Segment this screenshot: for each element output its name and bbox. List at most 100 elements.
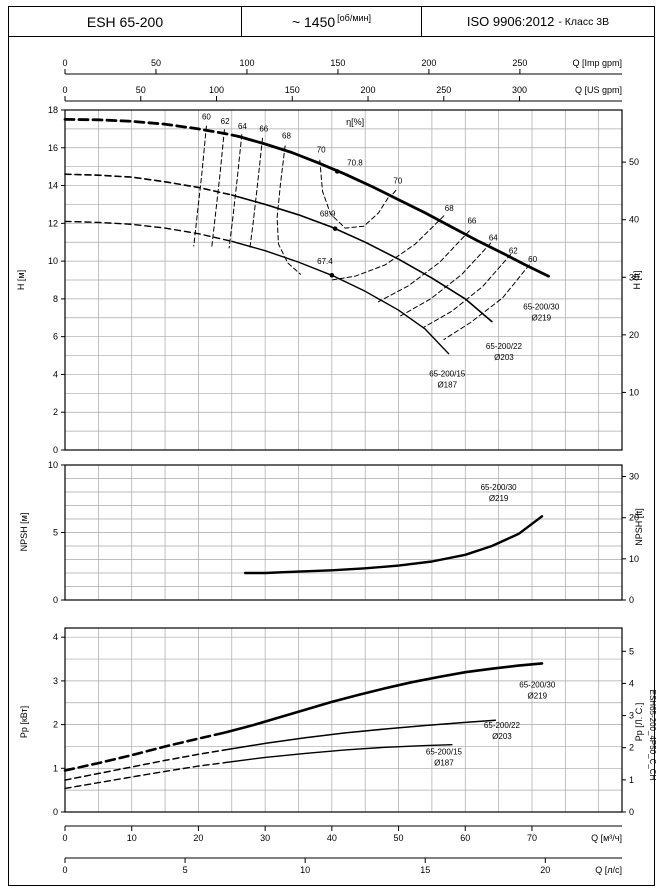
speed-value: ~ 1450 xyxy=(291,13,336,30)
efficiency-contour xyxy=(319,159,391,229)
efficiency-contour xyxy=(423,254,512,328)
tick-label: 6 xyxy=(53,332,58,342)
pump-curve xyxy=(231,194,493,323)
curve-name-label: 65-200/22 xyxy=(484,721,521,730)
tick-label: 10 xyxy=(629,554,639,564)
tick-label: 0 xyxy=(62,85,67,95)
pump-curve-dashed xyxy=(64,761,226,790)
tick-label: 0 xyxy=(53,445,58,455)
pump-curve xyxy=(224,744,453,764)
pump-curve-dashed xyxy=(64,173,233,196)
tick-label: 0 xyxy=(629,807,634,817)
tick-label: 1 xyxy=(53,763,58,773)
efficiency-value: 68 xyxy=(282,131,291,140)
efficiency-contour xyxy=(331,215,445,281)
axis-imp-gpm: 0 50 100 150 200 250 Q [Imp gpm] xyxy=(62,58,622,75)
standard-cell: ISO 9906:2012 - Класс 3В xyxy=(422,7,654,36)
header-bar: ESH 65-200 ~ 1450 [об/мин] ISO 9906:2012… xyxy=(8,6,655,37)
tick-label: 12 xyxy=(48,218,58,228)
tick-label: 200 xyxy=(361,85,376,95)
tick-label: 60 xyxy=(460,833,470,843)
efficiency-value: 66 xyxy=(259,125,268,134)
y-axis-title-npsh-m: NPSH [м] xyxy=(19,513,29,552)
bep-value: 70.8 xyxy=(347,159,363,168)
tick-label: 10 xyxy=(300,865,310,875)
efficiency-contour xyxy=(276,145,301,275)
curve-diameter-label: Ø187 xyxy=(434,758,454,767)
pump-model: ESH 65-200 xyxy=(86,13,164,30)
tick-label: 15 xyxy=(420,865,430,875)
efficiency-value: 64 xyxy=(238,122,247,131)
pump-curve-dashed xyxy=(64,749,226,781)
pump-curve-dashed xyxy=(63,118,240,138)
tick-label: 20 xyxy=(629,330,639,340)
efficiency-value: 70 xyxy=(317,146,326,155)
tick-label: 0 xyxy=(62,865,67,875)
efficiency-contour xyxy=(211,129,225,248)
curve-diameter-label: Ø219 xyxy=(528,691,548,700)
efficiency-value: 62 xyxy=(221,117,230,126)
tick-label: 3 xyxy=(53,676,58,686)
tick-label: 100 xyxy=(239,58,254,68)
tick-label: 16 xyxy=(48,143,58,153)
axis-unit-label: Q [US gpm] xyxy=(575,85,622,95)
curve-name-label: 65-200/15 xyxy=(429,369,466,378)
tick-label: 4 xyxy=(53,632,58,642)
tick-label: 2 xyxy=(53,720,58,730)
tick-label: 50 xyxy=(394,833,404,843)
tick-label: 10 xyxy=(48,460,58,470)
curve-diameter-label: Ø203 xyxy=(492,732,512,741)
bep-dot xyxy=(332,226,338,231)
pump-curve xyxy=(223,662,544,734)
tick-label: 20 xyxy=(629,513,639,523)
plot-border xyxy=(64,109,623,451)
tick-label: 30 xyxy=(629,472,639,482)
y-axis-title-power-kw: Pp [кВт] xyxy=(19,706,29,738)
pump-curve xyxy=(237,135,550,278)
efficiency-contour xyxy=(390,189,397,197)
bep-value: 67.4 xyxy=(317,257,333,266)
efficiency-contour xyxy=(443,264,530,340)
efficiency-value: 64 xyxy=(489,233,498,242)
y-axis-title-power-hp: Pp [Л. С.] xyxy=(634,703,644,741)
y-axis-title-npsh-ft: NPSH [ft] xyxy=(634,508,644,546)
tick-label: 4 xyxy=(53,369,58,379)
bep-value: 68.9 xyxy=(320,210,336,219)
tick-label: 0 xyxy=(53,807,58,817)
tick-label: 20 xyxy=(193,833,203,843)
tick-label: 14 xyxy=(48,181,58,191)
curve-name-label: 65-200/22 xyxy=(486,342,523,351)
axis-unit-label: Q [л/с] xyxy=(595,865,622,875)
curve-name-label: 65-200/30 xyxy=(481,483,518,492)
tick-label: 4 xyxy=(629,678,634,688)
tick-label: 250 xyxy=(512,58,527,68)
pump-curve xyxy=(224,719,497,751)
speed-cell: ~ 1450 [об/мин] xyxy=(242,7,422,36)
efficiency-unit-label: η[%] xyxy=(346,117,364,127)
tick-label: 150 xyxy=(330,58,345,68)
pump-model-cell: ESH 65-200 xyxy=(9,7,242,36)
efficiency-contour xyxy=(378,230,470,303)
pump-curve xyxy=(243,515,544,575)
bep-dot xyxy=(334,169,340,174)
efficiency-value: 70 xyxy=(393,177,402,186)
tick-label: 50 xyxy=(151,58,161,68)
tick-label: 2 xyxy=(629,743,634,753)
tick-label: 18 xyxy=(48,105,58,115)
pump-curve-dashed xyxy=(64,220,233,242)
tick-label: 0 xyxy=(53,595,58,605)
bep-dot xyxy=(329,272,335,278)
pump-curve xyxy=(231,240,450,355)
tick-label: 50 xyxy=(629,157,639,167)
efficiency-contour xyxy=(400,242,492,317)
tick-label: 10 xyxy=(127,833,137,843)
tick-label: 70 xyxy=(527,833,537,843)
tick-label: 150 xyxy=(285,85,300,95)
tick-label: 8 xyxy=(53,294,58,304)
tick-label: 10 xyxy=(629,387,639,397)
plot-border xyxy=(64,627,623,813)
tick-label: 1 xyxy=(629,775,634,785)
